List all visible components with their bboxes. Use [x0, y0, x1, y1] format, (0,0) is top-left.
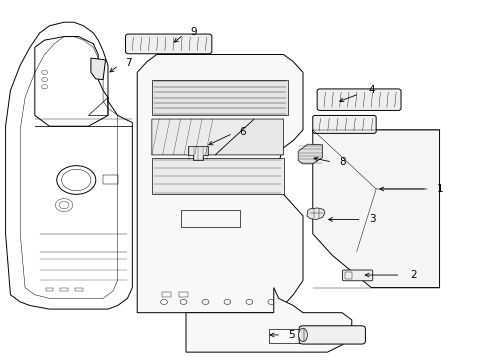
- Text: 7: 7: [125, 58, 131, 68]
- Polygon shape: [185, 288, 351, 352]
- Text: 4: 4: [368, 85, 375, 95]
- Polygon shape: [152, 158, 283, 194]
- Bar: [268, 329, 303, 343]
- Polygon shape: [298, 144, 322, 164]
- Bar: [60, 288, 68, 291]
- Ellipse shape: [298, 328, 307, 342]
- Text: 5: 5: [288, 330, 294, 340]
- FancyBboxPatch shape: [317, 89, 400, 111]
- Polygon shape: [152, 119, 254, 155]
- Bar: [75, 288, 82, 291]
- Polygon shape: [152, 80, 288, 116]
- Bar: [181, 211, 239, 226]
- FancyBboxPatch shape: [342, 270, 372, 281]
- Polygon shape: [215, 119, 283, 155]
- Bar: [178, 292, 188, 297]
- FancyBboxPatch shape: [299, 326, 365, 344]
- Text: 1: 1: [436, 184, 443, 194]
- Text: 6: 6: [239, 127, 246, 136]
- Polygon shape: [91, 58, 105, 80]
- Text: 2: 2: [409, 270, 416, 280]
- Bar: [45, 288, 53, 291]
- Text: 3: 3: [368, 215, 375, 224]
- Bar: [161, 292, 171, 297]
- Polygon shape: [312, 130, 439, 288]
- Bar: [344, 272, 351, 279]
- Text: 8: 8: [339, 157, 346, 167]
- FancyBboxPatch shape: [312, 116, 375, 134]
- Polygon shape: [188, 146, 207, 160]
- Text: 9: 9: [189, 27, 196, 37]
- FancyBboxPatch shape: [125, 34, 211, 54]
- Bar: [103, 175, 118, 184]
- Polygon shape: [306, 208, 325, 220]
- Polygon shape: [137, 54, 303, 313]
